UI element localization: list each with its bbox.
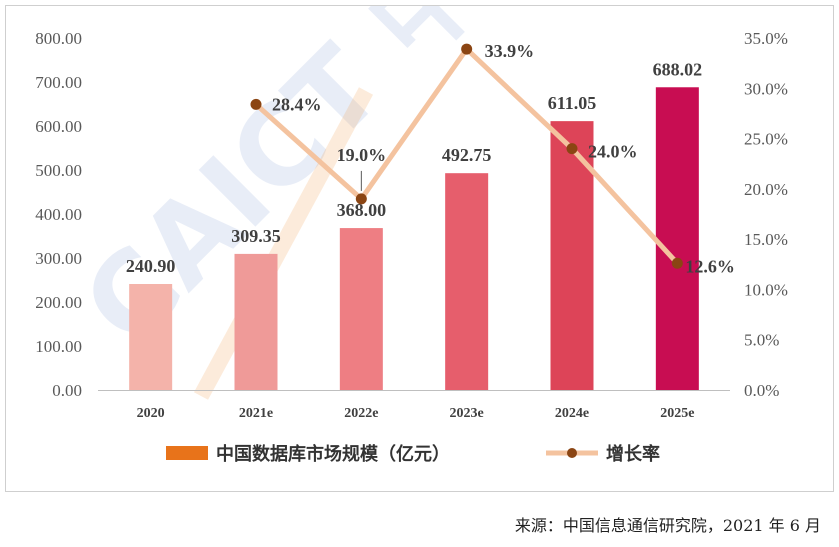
legend-bar-swatch (166, 446, 208, 460)
bar-value-label: 688.02 (653, 59, 703, 79)
chart-frame: CAICT 中 0.00 100.00 200.00 300.00 400.00 500.… (5, 5, 834, 492)
left-tick-label: 600.00 (35, 117, 82, 136)
right-tick-label: 30.0% (744, 79, 788, 98)
bars-group (129, 87, 699, 390)
growth-label: 24.0% (588, 142, 638, 162)
x-tick-label: 2021e (239, 406, 273, 421)
bar-value-label: 240.90 (126, 256, 176, 276)
left-tick-label: 800.00 (35, 29, 82, 48)
growth-label: 33.9% (485, 41, 534, 61)
legend-line-marker (567, 448, 577, 458)
bar-labels-group: 240.90 309.35 368.00 492.75 611.05 688.02 (126, 59, 702, 276)
watermark-text: CAICT 中 (59, 6, 511, 369)
left-tick-label: 300.00 (35, 249, 82, 268)
growth-label: 28.4% (272, 94, 322, 114)
bar-2021e (234, 253, 278, 390)
bar-2025e (655, 87, 699, 390)
left-tick-label: 700.00 (35, 73, 82, 92)
legend-line-label: 增长率 (606, 443, 660, 465)
watermark: CAICT 中 (59, 6, 511, 400)
growth-point (461, 43, 473, 55)
left-tick-label: 100.00 (35, 337, 82, 356)
bar-value-label: 368.00 (337, 200, 387, 220)
right-tick-label: 10.0% (744, 280, 788, 299)
bar-value-label: 309.35 (231, 226, 281, 246)
left-axis: 0.00 100.00 200.00 300.00 400.00 500.00 600.00… (35, 29, 82, 400)
growth-point (355, 193, 367, 205)
right-tick-label: 0.0% (744, 381, 779, 400)
legend: 中国数据库市场规模（亿元） 增长率 (166, 443, 660, 465)
right-axis: 0.0% 5.0% 10.0% 15.0% 20.0% 25.0% 30.0% 35.0% (744, 29, 788, 400)
right-tick-label: 35.0% (744, 29, 788, 48)
growth-label: 12.6% (685, 256, 735, 276)
x-tick-label: 2024e (555, 406, 589, 421)
growth-point (671, 257, 683, 269)
left-tick-label: 400.00 (35, 205, 82, 224)
x-tick-label: 2025e (660, 406, 694, 421)
growth-line-group: 28.4% 19.0% 33.9% 24.0% 12.6% (250, 41, 735, 276)
watermark-stripe (193, 87, 374, 400)
left-tick-label: 200.00 (35, 293, 82, 312)
chart-svg: CAICT 中 0.00 100.00 200.00 300.00 400.00 500.… (35, 6, 788, 465)
left-tick-label: 0.00 (52, 381, 82, 400)
source-note: 来源：中国信息通信研究院，2021 年 6 月 (514, 516, 821, 535)
right-tick-label: 5.0% (744, 331, 779, 350)
right-tick-label: 15.0% (744, 230, 788, 249)
growth-point (250, 98, 262, 110)
right-tick-label: 25.0% (744, 130, 788, 149)
bar-2023e (445, 173, 489, 390)
legend-bar-label: 中国数据库市场规模（亿元） (216, 443, 450, 465)
x-tick-label: 2022e (344, 406, 378, 421)
left-tick-label: 500.00 (35, 161, 82, 180)
bar-2020 (129, 284, 173, 390)
x-tick-label: 2020 (137, 406, 165, 421)
bar-value-label: 611.05 (548, 93, 597, 113)
right-tick-label: 20.0% (744, 180, 788, 199)
x-axis: 2020 2021e 2022e 2023e 2024e 2025e (98, 390, 730, 421)
bar-value-label: 492.75 (442, 145, 492, 165)
bar-2022e (339, 228, 383, 390)
growth-label: 19.0% (337, 145, 387, 165)
x-tick-label: 2023e (450, 406, 484, 421)
growth-point (566, 143, 578, 155)
